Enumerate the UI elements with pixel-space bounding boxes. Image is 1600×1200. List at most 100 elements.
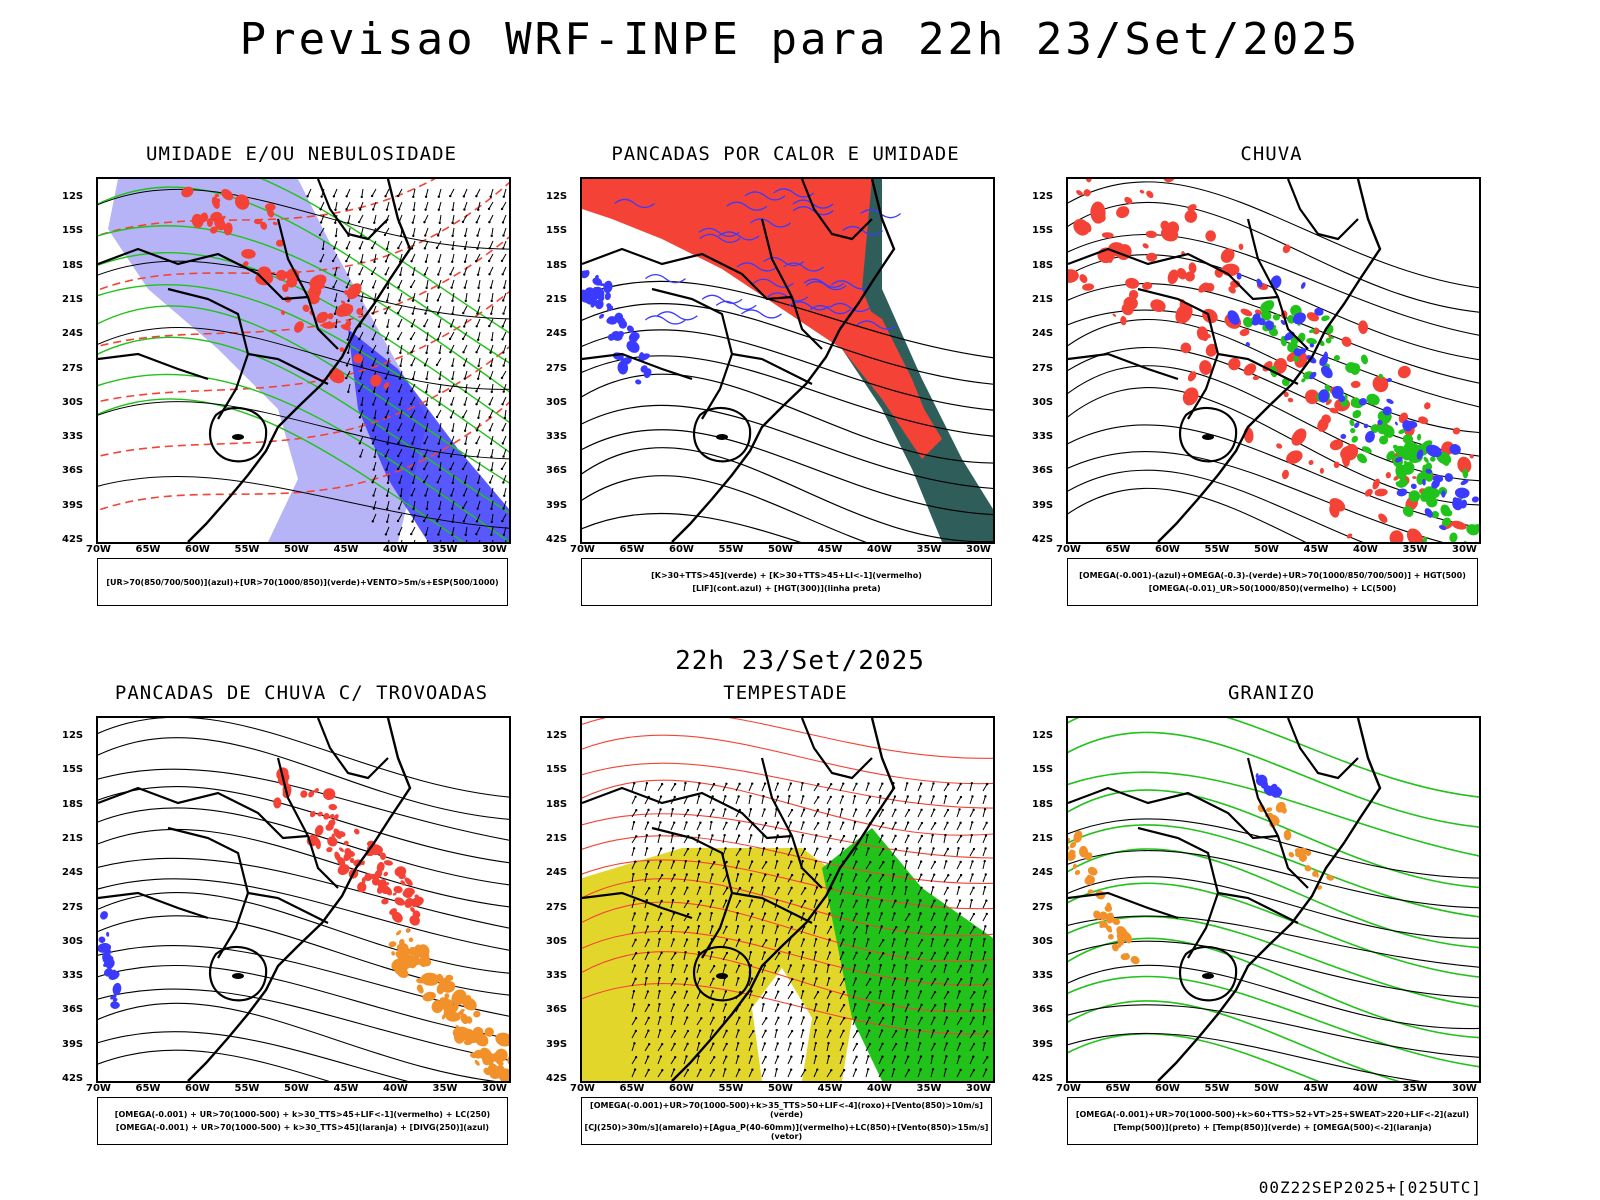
- lon-label: 50W: [284, 544, 309, 555]
- legend-pancadas-de-chuva-c-trovoadas: [OMEGA(-0.001) + UR>70(1000-500) + k>30_…: [97, 1097, 508, 1145]
- lat-label: 36S: [546, 465, 568, 477]
- lat-label: 33S: [62, 431, 84, 443]
- lat-label: 30S: [546, 396, 568, 408]
- lon-label: 60W: [185, 1083, 210, 1094]
- lat-label: 36S: [62, 465, 84, 477]
- lat-label: 39S: [546, 1038, 568, 1050]
- lon-label: 45W: [1303, 1083, 1329, 1094]
- map-field-umidade-e-ou-nebulosidade: [98, 179, 509, 542]
- lon-label: 70W: [86, 1083, 111, 1094]
- legend-tempestade: [OMEGA(-0.001)+UR>70(1000-500)+k>35_TTS>…: [581, 1097, 992, 1145]
- lat-label: 18S: [546, 798, 568, 810]
- lat-label: 21S: [62, 832, 84, 844]
- map-pancadas-de-chuva-c-trovoadas: [96, 716, 511, 1083]
- lat-label: 21S: [546, 832, 568, 844]
- lat-label: 15S: [1032, 225, 1054, 237]
- lon-label: 55W: [718, 1083, 744, 1094]
- lon-label: 30W: [966, 1083, 991, 1094]
- map-umidade-e-ou-nebulosidade: [96, 177, 511, 544]
- lat-label: 12S: [1032, 730, 1054, 741]
- lat-label: 36S: [1032, 465, 1054, 477]
- map-tempestade: [580, 716, 995, 1083]
- lon-label: 35W: [916, 544, 942, 555]
- lon-label: 45W: [817, 1083, 843, 1094]
- lon-label: 50W: [1254, 1083, 1279, 1094]
- lon-label: 60W: [669, 1083, 694, 1094]
- lon-label: 30W: [966, 544, 991, 555]
- lat-label: 39S: [62, 499, 84, 511]
- lon-label: 65W: [619, 1083, 645, 1094]
- lat-label: 39S: [546, 499, 568, 511]
- lon-label: 55W: [718, 544, 744, 555]
- map-field-pancadas-por-calor-e-umidade: [582, 179, 993, 542]
- map-field-chuva: [1068, 179, 1479, 542]
- lat-label: 12S: [546, 191, 568, 202]
- map-field-granizo: [1068, 718, 1479, 1081]
- lon-label: 50W: [768, 1083, 793, 1094]
- lon-label: 35W: [916, 1083, 942, 1094]
- lon-label: 45W: [1303, 544, 1329, 555]
- lat-label: 15S: [1032, 764, 1054, 776]
- lon-label: 30W: [1452, 544, 1477, 555]
- lon-label: 40W: [1353, 544, 1378, 555]
- lat-label: 30S: [1032, 935, 1054, 947]
- legend-line: [OMEGA(-0.01)_UR>50(1000/850)(vermelho) …: [1148, 584, 1397, 593]
- legend-line: [OMEGA(-0.001)-(azul)+OMEGA(-0.3)-(verde…: [1079, 571, 1466, 580]
- lon-label: 50W: [1254, 544, 1279, 555]
- map-field-tempestade: [582, 718, 993, 1081]
- lon-label: 40W: [383, 1083, 408, 1094]
- lon-label: 55W: [1204, 544, 1230, 555]
- lon-label: 40W: [383, 544, 408, 555]
- lat-label: 33S: [546, 970, 568, 982]
- lon-label: 65W: [619, 544, 645, 555]
- lat-label: 15S: [546, 764, 568, 776]
- lat-label: 27S: [546, 901, 568, 913]
- lat-label: 42S: [1032, 534, 1054, 545]
- lat-label: 33S: [62, 970, 84, 982]
- lat-label: 18S: [1032, 259, 1054, 271]
- lat-label: 24S: [1032, 328, 1054, 340]
- lon-label: 50W: [768, 544, 793, 555]
- panel-title-tempestade: TEMPESTADE: [723, 682, 848, 704]
- lat-label: 39S: [1032, 1038, 1054, 1050]
- lat-label: 24S: [62, 328, 84, 340]
- lon-label: 65W: [1105, 1083, 1131, 1094]
- panel-title-pancadas-de-chuva-c-trovoadas: PANCADAS DE CHUVA C/ TROVOADAS: [114, 682, 489, 704]
- lat-label: 18S: [1032, 798, 1054, 810]
- lat-label: 42S: [546, 1073, 568, 1084]
- lon-label: 60W: [185, 544, 210, 555]
- lat-label: 42S: [546, 534, 568, 545]
- lat-label: 24S: [1032, 867, 1054, 879]
- lat-label: 21S: [62, 293, 84, 305]
- legend-line: [OMEGA(-0.001)+UR>70(1000-500)+k>60+TTS>…: [1075, 1110, 1470, 1119]
- lon-label: 30W: [1452, 1083, 1477, 1094]
- model-run-label: 00Z22SEP2025+[025UTC]: [1258, 1178, 1482, 1197]
- lon-label: 70W: [570, 1083, 595, 1094]
- lat-label: 30S: [62, 396, 84, 408]
- lat-label: 39S: [62, 1038, 84, 1050]
- lat-label: 15S: [62, 764, 84, 776]
- lat-label: 21S: [546, 293, 568, 305]
- lat-label: 12S: [62, 730, 84, 741]
- lon-label: 40W: [867, 544, 892, 555]
- lat-label: 18S: [546, 259, 568, 271]
- panel-title-pancadas-por-calor-e-umidade: PANCADAS POR CALOR E UMIDADE: [611, 143, 960, 165]
- valid-time-title: 22h 23/Set/2025: [675, 646, 925, 676]
- legend-line: [OMEGA(-0.001) + UR>70(1000-500) + k>30_…: [115, 1123, 490, 1132]
- lat-label: 27S: [546, 362, 568, 374]
- lon-label: 35W: [1402, 544, 1428, 555]
- map-chuva: [1066, 177, 1481, 544]
- lon-label: 70W: [570, 544, 595, 555]
- lon-label: 40W: [1353, 1083, 1378, 1094]
- lat-label: 12S: [1032, 191, 1054, 202]
- lat-label: 21S: [1032, 293, 1054, 305]
- legend-umidade-e-ou-nebulosidade: [UR>70(850/700/500)](azul)+[UR>70(1000/8…: [97, 558, 508, 606]
- lat-label: 27S: [62, 901, 84, 913]
- lon-label: 35W: [432, 544, 458, 555]
- lat-label: 39S: [1032, 499, 1054, 511]
- legend-granizo: [OMEGA(-0.001)+UR>70(1000-500)+k>60+TTS>…: [1067, 1097, 1478, 1145]
- lon-label: 65W: [135, 1083, 161, 1094]
- lat-label: 27S: [1032, 362, 1054, 374]
- lon-label: 55W: [234, 1083, 260, 1094]
- panel-title-chuva: CHUVA: [1240, 143, 1303, 165]
